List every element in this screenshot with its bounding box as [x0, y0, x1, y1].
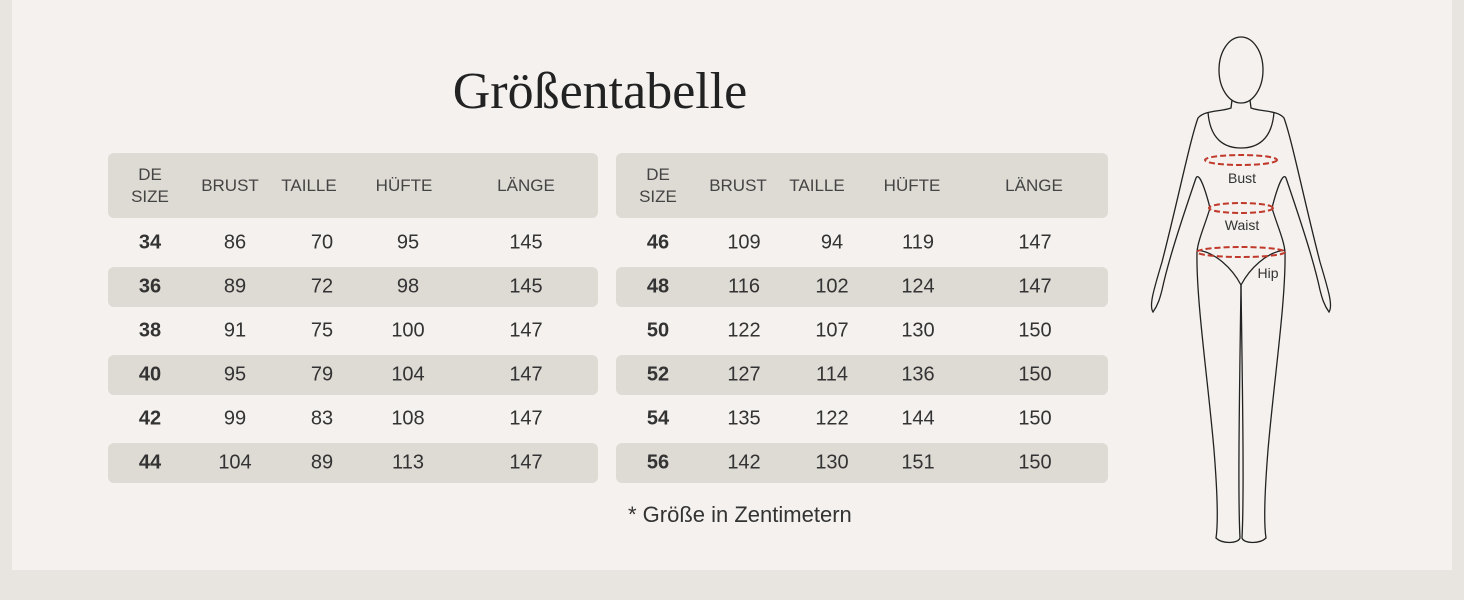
table-cell: 100 — [391, 319, 425, 342]
table-cell: 102 — [815, 275, 849, 298]
table-cell: 109 — [727, 231, 761, 254]
row-band — [108, 267, 598, 307]
figure-label: Hip — [1257, 265, 1278, 281]
table-cell: 147 — [509, 451, 543, 474]
table-cell: 79 — [310, 363, 334, 386]
column-header: BRUST — [709, 176, 767, 195]
table-cell: 147 — [1018, 275, 1052, 298]
table-cell: 50 — [646, 319, 670, 342]
table-cell: 145 — [509, 231, 543, 254]
table-cell: 114 — [816, 363, 848, 386]
table-cell: 147 — [509, 319, 543, 342]
table-cell: 145 — [509, 275, 543, 298]
column-header: LÄNGE — [497, 176, 555, 195]
table-cell: 48 — [646, 275, 670, 298]
row-band — [616, 355, 1108, 395]
table-cell: 99 — [223, 407, 247, 430]
table-cell: 72 — [310, 275, 334, 298]
measure-lines — [1196, 154, 1286, 258]
column-header: HÜFTE — [375, 176, 433, 195]
table-cell: 75 — [310, 319, 334, 342]
table-cell: 150 — [1018, 363, 1052, 386]
table-cell: 104 — [218, 451, 252, 474]
table-cell: 34 — [138, 231, 162, 254]
table-cell: 127 — [727, 363, 761, 386]
table-cell: 98 — [396, 275, 420, 298]
table-cell: 147 — [509, 363, 543, 386]
column-header: BRUST — [201, 176, 259, 195]
note: * Größe in Zentimetern — [628, 502, 852, 527]
table-cell: 36 — [138, 275, 162, 298]
table-cell: 124 — [901, 275, 935, 298]
table-cell: 89 — [223, 275, 247, 298]
row-band — [616, 443, 1108, 483]
table-cell: 144 — [901, 407, 935, 430]
table-cell: 91 — [223, 319, 247, 342]
table-cell: 89 — [310, 451, 334, 474]
table-cell: 122 — [727, 319, 761, 342]
row-band — [108, 355, 598, 395]
table-cell: 151 — [901, 451, 935, 474]
table-cell: 46 — [646, 231, 670, 254]
body-outline — [1150, 99, 1242, 544]
table-cell: 52 — [646, 363, 670, 386]
table-cell: 122 — [815, 407, 849, 430]
table-cell: 107 — [815, 319, 849, 342]
table-cell: 135 — [727, 407, 761, 430]
table-cell: 44 — [138, 451, 162, 474]
header-band — [616, 153, 1108, 218]
table-cell: 116 — [728, 275, 760, 298]
table-cell: 42 — [138, 407, 162, 430]
table-cell: 130 — [901, 319, 935, 342]
column-header: LÄNGE — [1005, 176, 1063, 195]
table-cell: 38 — [138, 319, 162, 342]
column-header: TAILLE — [281, 176, 337, 195]
table-cell: 150 — [1018, 319, 1052, 342]
table-cell: 147 — [1018, 231, 1052, 254]
table-cell: 150 — [1018, 407, 1052, 430]
column-header: TAILLE — [789, 176, 845, 195]
table-cell: 142 — [727, 451, 761, 474]
table-cell: 54 — [646, 407, 670, 430]
table-cell: 147 — [509, 407, 543, 430]
table-cell: 108 — [391, 407, 425, 430]
column-header: DE SIZE — [639, 165, 677, 206]
table-cell: 95 — [223, 363, 247, 386]
column-header: DE SIZE — [131, 165, 169, 206]
table-cell: 56 — [646, 451, 670, 474]
title: Größentabelle — [452, 63, 748, 120]
figure-label: Bust — [1228, 170, 1256, 186]
column-header: HÜFTE — [883, 176, 941, 195]
table-cell: 40 — [138, 363, 162, 386]
table-cell: 130 — [815, 451, 849, 474]
table-cell: 136 — [901, 363, 935, 386]
table-cell: 83 — [310, 407, 334, 430]
table-cell: 150 — [1018, 451, 1052, 474]
table-cell: 94 — [820, 231, 844, 254]
header-band — [108, 153, 598, 218]
table-cell: 95 — [396, 231, 420, 254]
figure-label: Waist — [1225, 217, 1260, 233]
table-cell: 113 — [392, 451, 424, 474]
table-cell: 119 — [902, 231, 934, 254]
head — [1218, 36, 1264, 104]
table-cell: 86 — [223, 231, 247, 254]
row-band — [616, 267, 1108, 307]
row-band — [108, 443, 598, 483]
table-cell: 70 — [310, 231, 334, 254]
table-cell: 104 — [391, 363, 425, 386]
